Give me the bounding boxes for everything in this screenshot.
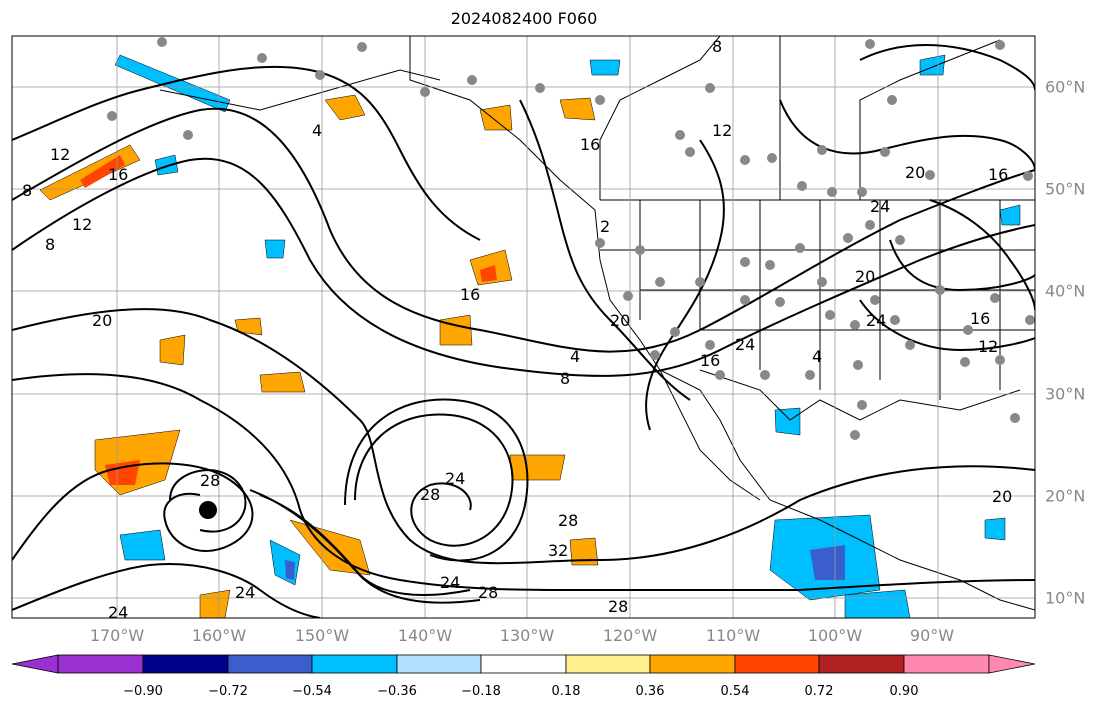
- contour-label: 12: [712, 121, 732, 140]
- contour-label: 4: [570, 347, 580, 366]
- contour-label: 24: [108, 603, 128, 622]
- contour-label: 8: [22, 181, 32, 200]
- colorbar-tick-label: −0.54: [292, 684, 332, 699]
- contour-label-group: 8 12 16 4 8 12 20 20 16 4 16 28 24 24 28…: [22, 37, 1012, 622]
- colorbar: [11, 654, 1036, 674]
- contour-label: 4: [312, 121, 322, 140]
- colorbar-segment: [480, 654, 567, 674]
- colorbar-segment: [311, 654, 398, 674]
- contour-label: 24: [870, 197, 890, 216]
- lon-label: 90°W: [909, 626, 955, 645]
- colorbar-extend-high: [988, 654, 1036, 674]
- lon-label: 160°W: [191, 626, 247, 645]
- contour-label: 24: [735, 335, 755, 354]
- contour-label: 28: [558, 511, 578, 530]
- contour-label: 12: [978, 337, 998, 356]
- contour-label: 12: [50, 145, 70, 164]
- contour-label: 28: [420, 485, 440, 504]
- contour-label: 8: [560, 369, 570, 388]
- contour-label: 16: [580, 135, 600, 154]
- contour-label: 16: [108, 165, 128, 184]
- contour-label: 24: [235, 583, 255, 602]
- colorbar-tick-label: −0.18: [461, 684, 501, 699]
- colorbar-segment: [142, 654, 229, 674]
- colorbar-tick-label: 0.36: [635, 684, 665, 699]
- lon-label: 130°W: [499, 626, 555, 645]
- colorbar-segment: [565, 654, 651, 674]
- contour-label: 24: [440, 573, 460, 592]
- contour-label: 16: [988, 165, 1008, 184]
- map-title: 2024082400 F060: [450, 9, 598, 28]
- contour-label: 12: [72, 215, 92, 234]
- contour-lines: [12, 44, 1035, 618]
- lat-label: 40°N: [1045, 281, 1086, 301]
- contour-label: 20: [905, 163, 925, 182]
- map-frame: [11, 35, 1036, 619]
- strong-negative-regions: [285, 545, 845, 580]
- colorbar-tick-label: 0.18: [551, 684, 581, 699]
- contour-label: 4: [812, 347, 822, 366]
- lon-label: 150°W: [294, 626, 350, 645]
- station-markers: [107, 37, 1035, 440]
- colorbar-extend-low: [11, 654, 59, 674]
- contour-label: 24: [445, 469, 465, 488]
- colorbar-tick-label: −0.90: [123, 684, 163, 699]
- lon-label: 100°W: [807, 626, 863, 645]
- colorbar-segment: [227, 654, 313, 674]
- lon-label: 110°W: [705, 626, 761, 645]
- lat-label: 60°N: [1045, 77, 1086, 97]
- contour-label: 16: [700, 351, 720, 370]
- contour-label: 32: [548, 541, 568, 560]
- colorbar-tick-label: 0.54: [720, 684, 750, 699]
- contour-label: 28: [608, 597, 628, 616]
- contour-label: 16: [970, 309, 990, 328]
- colorbar-tick-label: 0.90: [889, 684, 919, 699]
- contour-label: 20: [92, 311, 112, 330]
- storm-center-marker: [199, 501, 217, 519]
- graticule: [12, 36, 1035, 618]
- contour-label: 20: [855, 267, 875, 286]
- colorbar-segment: [57, 654, 144, 674]
- contour-label: 28: [478, 583, 498, 602]
- contour-label: 20: [992, 487, 1012, 506]
- contour-label: 2: [600, 217, 610, 236]
- coastlines: [159, 36, 1035, 611]
- colorbar-segment: [649, 654, 736, 674]
- contour-label: 24: [866, 311, 886, 330]
- lon-label: 170°W: [89, 626, 145, 645]
- colorbar-tick-label: −0.72: [208, 684, 248, 699]
- lat-label: 30°N: [1045, 384, 1086, 404]
- contour-label: 16: [460, 285, 480, 304]
- colorbar-segment: [818, 654, 905, 674]
- contour-label: 8: [45, 235, 55, 254]
- contour-label: 8: [712, 37, 722, 56]
- colorbar-tick-label: 0.72: [804, 684, 834, 699]
- lon-label: 140°W: [397, 626, 453, 645]
- colorbar-segment: [903, 654, 990, 674]
- lat-label: 50°N: [1045, 179, 1086, 199]
- colorbar-segment: [734, 654, 820, 674]
- lon-label: 120°W: [602, 626, 658, 645]
- colorbar-segment: [396, 654, 482, 674]
- contour-label: 28: [200, 471, 220, 490]
- colorbar-tick-label: −0.36: [377, 684, 417, 699]
- lat-label: 20°N: [1045, 486, 1086, 506]
- contour-label: 20: [610, 311, 630, 330]
- lat-label: 10°N: [1045, 588, 1086, 608]
